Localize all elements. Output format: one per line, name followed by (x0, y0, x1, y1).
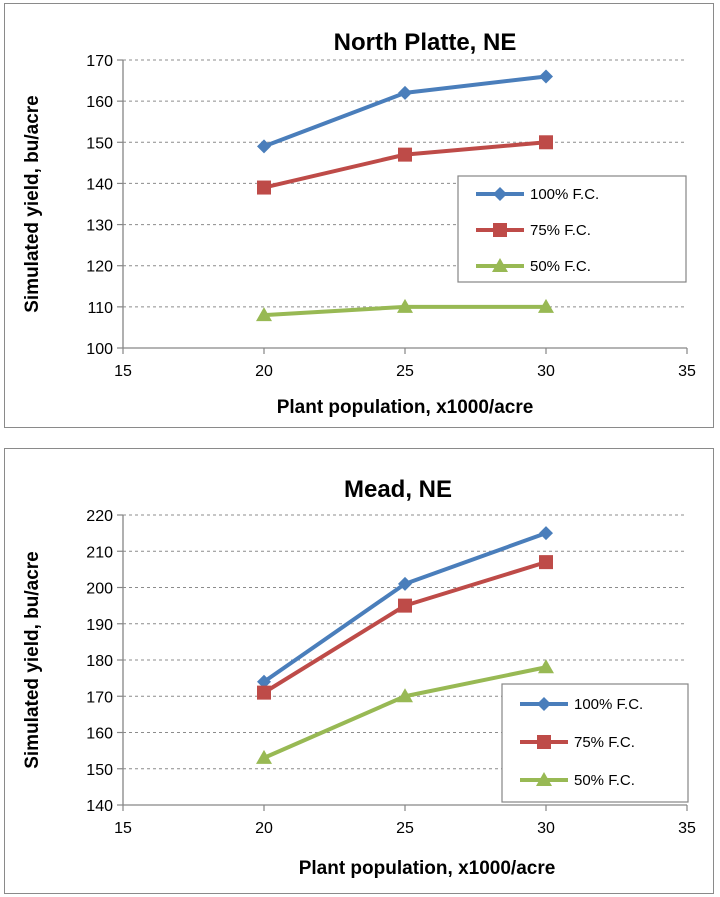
legend-marker (493, 223, 507, 237)
y-tick-label: 170 (86, 53, 113, 70)
y-tick-label: 220 (86, 508, 113, 525)
series-triangle (256, 298, 554, 322)
chart-title: North Platte, NE (334, 29, 517, 56)
data-point (256, 749, 272, 764)
chart-panel-north-platte: 100 110 120 130 140 150 160 170 15 20 25 30 35 North … (4, 3, 714, 428)
legend-label: 50% F.C. (530, 258, 591, 275)
chart-north-platte: 100 110 120 130 140 150 160 170 15 20 25 30 35 North … (22, 29, 696, 418)
x-tick-label: 15 (114, 363, 132, 380)
legend-label: 75% F.C. (530, 222, 591, 239)
data-point (398, 85, 412, 100)
y-tick-label: 110 (87, 300, 113, 317)
legend-label: 50% F.C. (574, 772, 635, 789)
data-point (397, 688, 413, 703)
data-point (398, 598, 412, 613)
legend: 100% F.C. 75% F.C. 50% F.C. (501, 683, 689, 803)
y-tick-label: 210 (86, 544, 113, 561)
x-tick-label: 35 (678, 820, 696, 837)
data-point (539, 69, 553, 84)
data-point (539, 135, 553, 150)
x-tick-label: 35 (678, 363, 696, 380)
y-tick-label: 150 (86, 762, 113, 779)
y-tick-label: 160 (86, 94, 113, 111)
x-axis-label: Plant population, x1000/acre (299, 858, 556, 879)
data-point (539, 526, 553, 541)
series-square (257, 555, 553, 700)
legend-marker (537, 735, 551, 749)
y-tick-label: 120 (86, 259, 113, 276)
x-tick-label: 30 (537, 363, 555, 380)
y-axis-label: Simulated yield, bu/acre (22, 551, 43, 769)
legend-label: 100% F.C. (574, 696, 643, 713)
y-tick-label: 140 (86, 798, 113, 815)
series-diamond (257, 526, 553, 689)
x-tick-label: 30 (537, 820, 555, 837)
legend-marker (537, 697, 551, 711)
legend-marker (536, 772, 552, 786)
x-tick-label: 20 (255, 363, 273, 380)
data-point (257, 674, 271, 689)
data-point (539, 555, 553, 570)
y-tick-label: 100 (86, 341, 113, 358)
data-point (538, 298, 554, 313)
y-tick-label: 180 (86, 653, 113, 670)
data-point (257, 180, 271, 195)
x-tick-label: 25 (396, 363, 414, 380)
legend-label: 75% F.C. (574, 734, 635, 751)
x-tick-label: 20 (255, 820, 273, 837)
data-point (257, 685, 271, 700)
x-axis-label: Plant population, x1000/acre (277, 397, 534, 418)
data-point (398, 147, 412, 162)
chart-mead: 140 150 160 170 180 190 200 210 220 15 20 25 30 35 Mea… (22, 476, 696, 879)
y-tick-label: 150 (86, 135, 113, 152)
series-triangle (256, 659, 554, 764)
legend-marker (493, 187, 507, 201)
y-tick-label: 200 (86, 581, 113, 598)
x-tick-label: 15 (114, 820, 132, 837)
legend-label: 100% F.C. (530, 186, 599, 203)
y-axis-label: Simulated yield, bu/acre (22, 95, 43, 313)
data-point (538, 659, 554, 674)
y-tick-label: 190 (86, 617, 113, 634)
data-point (257, 139, 271, 154)
y-tick-label: 140 (86, 176, 113, 193)
legend: 100% F.C. 75% F.C. 50% F.C. (457, 175, 687, 283)
x-tick-label: 25 (396, 820, 414, 837)
y-tick-label: 160 (86, 726, 113, 743)
y-tick-label: 170 (86, 689, 113, 706)
data-point (256, 307, 272, 322)
data-point (397, 298, 413, 313)
series-diamond (257, 69, 553, 154)
data-point (398, 576, 412, 591)
y-tick-label: 130 (86, 218, 113, 235)
series-square (257, 135, 553, 195)
chart-panel-mead: 140 150 160 170 180 190 200 210 220 15 20 25 30 35 Mea… (4, 448, 714, 894)
legend-marker (492, 258, 508, 272)
chart-title: Mead, NE (344, 476, 452, 503)
